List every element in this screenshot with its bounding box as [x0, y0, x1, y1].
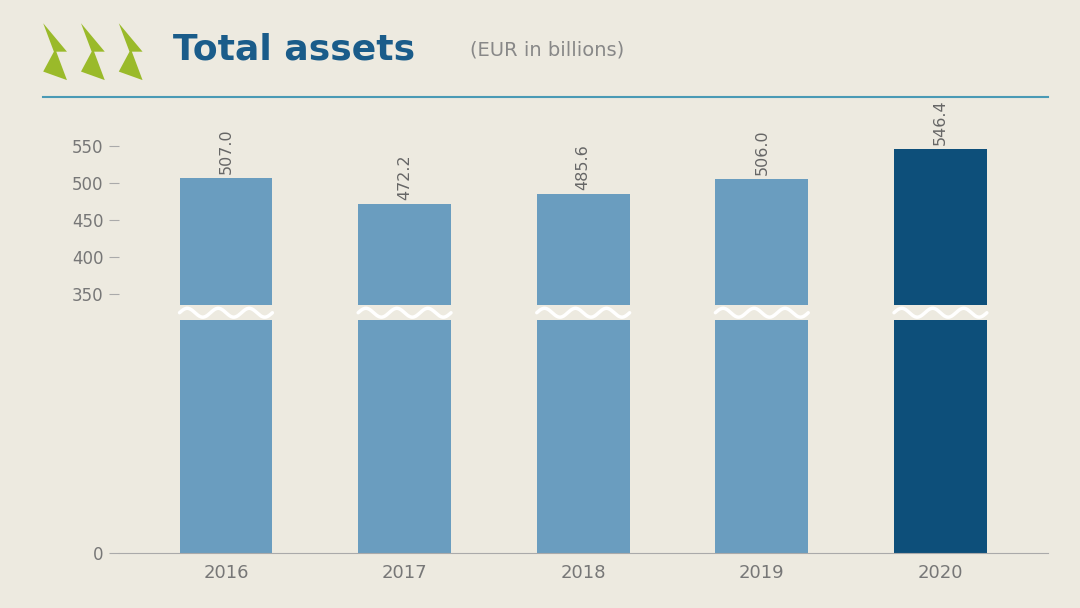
- Bar: [715, 179, 808, 305]
- Text: 472.2: 472.2: [397, 154, 413, 200]
- Bar: [715, 320, 808, 553]
- Bar: [179, 305, 272, 320]
- Polygon shape: [119, 23, 143, 80]
- Bar: [537, 305, 630, 320]
- Text: 546.4: 546.4: [933, 100, 948, 145]
- Polygon shape: [43, 23, 67, 80]
- Text: 485.6: 485.6: [576, 145, 591, 190]
- Polygon shape: [81, 23, 105, 80]
- Text: 507.0: 507.0: [218, 129, 233, 174]
- Bar: [894, 149, 987, 305]
- Bar: [715, 305, 808, 320]
- Text: 506.0: 506.0: [754, 130, 769, 175]
- Bar: [537, 320, 630, 553]
- Text: Total assets: Total assets: [173, 33, 415, 67]
- Bar: [179, 178, 272, 305]
- Bar: [894, 320, 987, 553]
- Bar: [359, 204, 451, 305]
- Bar: [359, 305, 451, 320]
- Bar: [537, 194, 630, 305]
- Bar: [894, 305, 987, 320]
- Text: (EUR in billions): (EUR in billions): [470, 40, 624, 59]
- Bar: [179, 320, 272, 553]
- Bar: [359, 320, 451, 553]
